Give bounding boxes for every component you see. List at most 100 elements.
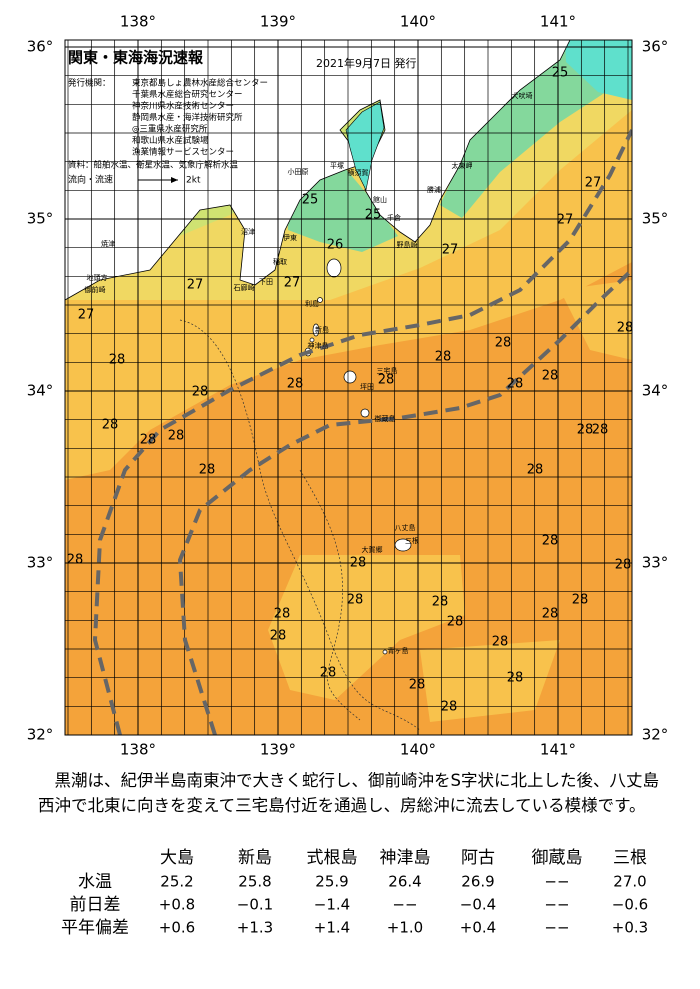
y-tick-label: 32° [27,726,54,744]
cell: +1.3 [237,919,273,937]
isotherm-label: 28 [507,671,524,686]
isotherm-label: 28 [617,321,634,336]
place-name: 三根 [405,536,419,545]
isotherm-label: 28 [542,369,559,384]
cell: 26.9 [461,873,494,891]
labels: 25 27 27 25 25 26 27 27 27 27 28 28 28 28 28 28 28 28 28 28… [67,66,634,715]
place-name: 坪田 [360,383,374,391]
cell: 25.2 [160,873,193,891]
cell: −− [544,896,569,914]
place-name: 大賀郷 [362,545,383,554]
cell: 25.9 [315,873,348,891]
place-name: 新島 [315,325,329,334]
x-tick-label: 138° [120,13,156,31]
y-tick-label: 32° [642,726,669,744]
column-header: 神津島 [380,848,431,868]
place-name: 沼津 [241,227,255,236]
isotherm-label: 27 [284,276,301,291]
isotherm-label: 27 [442,243,459,258]
place-name: 小田原 [288,167,309,176]
place-name: 野島崎 [397,240,418,249]
current-arrow-head [171,177,178,183]
place-name: 下田 [259,278,273,286]
isotherm-label: 26 [327,238,344,253]
column-header: 式根島 [307,848,358,868]
y-tick-label: 34° [642,382,669,400]
y-tick-label: 34° [27,382,54,400]
column-header: 御蔵島 [532,848,583,868]
column-header: 大島 [160,848,194,868]
isotherm-label: 28 [287,377,304,392]
issuer: 静岡県水産・海洋技術研究所 [132,112,243,123]
isotherm-label: 28 [492,635,509,650]
place-name: 三宅島 [377,366,398,375]
row-label: 水温 [78,872,112,892]
x-tick-label: 140° [400,13,436,31]
isotherm-label: 28 [350,556,367,571]
water-24-25 [285,168,398,252]
place-name: 千倉 [387,213,401,222]
isotherm-label: 28 [320,666,337,681]
isotherm-label: 28 [527,463,544,478]
isotherm-label: 25 [552,66,569,81]
isotherm-label: 28 [572,593,589,608]
isotherm-label: 27 [78,308,95,323]
place-name: 地頭方 [87,273,108,282]
isotherm-label: 25 [365,208,382,223]
isotherm-label: 28 [542,607,559,622]
isotherm-label: 28 [274,607,291,622]
isotherm-label: 27 [187,278,204,293]
isotherm-label: 27 [557,213,574,228]
isotherm-label: 27 [585,176,602,191]
grid [65,40,632,735]
place-name: 御前崎 [85,285,106,294]
cell: +0.6 [159,919,195,937]
x-tick-label: 139° [260,741,296,759]
cell: −− [544,919,569,937]
y-tick-label: 36° [27,38,54,56]
y-tick-label: 36° [642,38,669,56]
isotherm-label: 28 [109,353,126,368]
y-tick-label: 33° [642,554,669,572]
map-area: 25 27 27 25 25 26 27 27 27 27 28 28 28 28 28 28 28 28 28 28… [65,40,634,735]
cell: 26.4 [388,873,421,891]
x-tick-label: 141° [540,13,576,31]
cell: 27.0 [613,873,646,891]
data-source: 資料：船舶水温、衛星水温、気象庁解析水温 [68,160,239,171]
place-name: 平塚 [330,161,344,170]
isotherm-label: 28 [199,463,216,478]
place-name: 石廊崎 [234,283,255,292]
cell: +1.0 [387,919,423,937]
cell: −0.6 [612,896,648,914]
land [65,40,571,301]
water-27-28 [560,280,632,360]
place-name: 焼津 [101,239,115,248]
current-legend: 流向・流速 [68,174,113,186]
row-label: 前日差 [70,895,121,915]
cell: +0.4 [460,919,496,937]
isotherm-label: 28 [432,595,449,610]
issue-date: 2021年9月7日 発行 [316,56,417,70]
issuer: 和歌山県水産試験場 [132,135,209,146]
current-speed: 2kt [186,176,201,186]
isotherm-label: 28 [447,615,464,630]
column-header: 三根 [613,848,647,868]
column-header: 新島 [238,848,272,868]
issuer: 漁業情報サービスセンター [132,147,234,158]
isotherm-label: 28 [347,593,364,608]
isotherm-label: 28 [192,385,209,400]
kuroshio-axis [92,129,632,735]
isotherm-label: 28 [592,423,609,438]
place-name: 館山 [373,195,387,204]
isotherm-label: 28 [542,534,559,549]
cell: +0.3 [612,919,648,937]
sea-temperature-map: 25 27 27 25 25 26 27 27 27 27 28 28 28 28 28 28 28 28 28 28… [27,13,669,759]
cell: −1.4 [314,896,350,914]
x-tick-label: 140° [400,741,436,759]
column-header: 阿古 [461,848,495,868]
cell: −− [544,873,569,891]
isotherm-label: 28 [435,350,452,365]
isotherm-label: 28 [507,377,524,392]
isotherm-label: 28 [378,373,395,388]
place-name: 八丈島 [395,523,416,532]
